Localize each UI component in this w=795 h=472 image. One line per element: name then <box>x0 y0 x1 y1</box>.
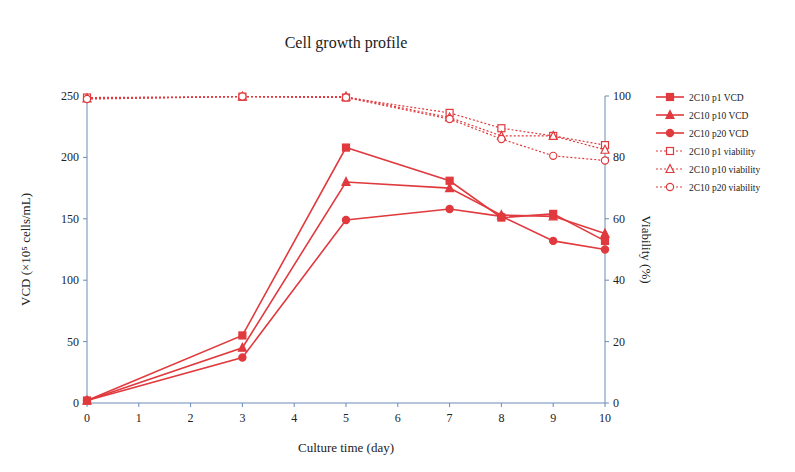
y2-tick-label: 80 <box>613 150 625 164</box>
legend-label: 2C10 p20 VCD <box>689 129 749 139</box>
series-marker <box>83 396 91 404</box>
y2-tick <box>605 280 609 281</box>
x-tick <box>242 403 243 407</box>
y-tick-label: 150 <box>61 212 79 226</box>
y2-tick-label: 20 <box>613 335 625 349</box>
series-marker <box>550 132 557 139</box>
x-tick-label: 8 <box>498 411 504 425</box>
series-marker <box>550 152 557 159</box>
x-tick-label: 9 <box>550 411 556 425</box>
series-marker <box>342 177 350 185</box>
y2-tick-label: 60 <box>613 212 625 226</box>
y-tick-label: 100 <box>61 273 79 287</box>
legend-label: 2C10 p10 VCD <box>689 111 749 121</box>
legend-marker <box>666 111 674 119</box>
series-marker <box>601 145 609 153</box>
series-marker <box>84 397 91 404</box>
x-tick <box>138 403 139 407</box>
series-marker <box>601 157 608 164</box>
series-marker <box>549 212 557 220</box>
legend-marker <box>666 129 673 136</box>
series-line <box>87 182 605 401</box>
y2-tick-label: 0 <box>613 396 619 410</box>
legend: 2C10 p1 VCD 2C10 p10 VCD 2C10 p20 VCD 2C10 … <box>656 93 761 193</box>
legend-marker <box>666 183 673 190</box>
x-tick-label: 10 <box>599 411 611 425</box>
x-tick <box>190 403 191 407</box>
x-tick-label: 3 <box>239 411 245 425</box>
y-axis-label: VCD (×10⁵ cells/mL) <box>18 193 33 306</box>
y2-tick <box>605 341 609 342</box>
series-line <box>87 97 605 150</box>
legend-marker <box>666 165 674 173</box>
series-marker <box>446 205 453 212</box>
y-axis-line <box>87 96 88 403</box>
x-tick-label: 4 <box>291 411 297 425</box>
series-marker <box>343 94 350 101</box>
y-tick <box>83 341 87 342</box>
y-tick <box>83 218 87 219</box>
y-tick-label: 200 <box>61 150 79 164</box>
y-tick <box>83 157 87 158</box>
series-marker <box>239 332 246 339</box>
legend-label: 2C10 p1 VCD <box>689 93 744 103</box>
series-marker <box>83 397 90 404</box>
y2-tick <box>605 403 609 404</box>
series-marker <box>343 144 350 151</box>
series-line <box>87 209 605 401</box>
series-marker <box>83 94 91 102</box>
series-marker <box>498 135 505 142</box>
y-tick-label: 0 <box>73 396 79 410</box>
x-tick-label: 5 <box>343 411 349 425</box>
y-tick-label: 50 <box>67 335 79 349</box>
series-marker <box>239 354 246 361</box>
series-marker <box>549 131 557 139</box>
title: Cell growth profile <box>285 34 408 52</box>
x-axis-label: Culture time (day) <box>298 440 394 455</box>
y-tick <box>83 280 87 281</box>
series-marker <box>238 92 246 100</box>
legend-marker <box>667 148 674 155</box>
x-tick <box>553 403 554 407</box>
x-tick <box>449 403 450 407</box>
x-tick-label: 0 <box>84 411 90 425</box>
y2-tick-label: 40 <box>613 273 625 287</box>
legend-label: 2C10 p10 viability <box>689 165 761 175</box>
x-tick <box>294 403 295 407</box>
x-tick-label: 1 <box>136 411 142 425</box>
y2-axis-label: Viability (%) <box>639 215 654 283</box>
series-marker <box>83 95 90 102</box>
series-marker <box>342 94 349 101</box>
x-tick <box>397 403 398 407</box>
x-tick-label: 2 <box>188 411 194 425</box>
series-marker <box>446 184 454 192</box>
chart: Cell growth profile012345678910050100150… <box>0 0 795 472</box>
x-tick <box>346 403 347 407</box>
plot-area <box>83 92 609 404</box>
series-marker <box>342 216 349 223</box>
series-line <box>87 97 605 161</box>
legend-label: 2C10 p1 viability <box>689 147 756 157</box>
series-marker <box>239 93 246 100</box>
series-marker <box>446 115 453 122</box>
series-marker <box>601 246 608 253</box>
series-line <box>87 97 605 146</box>
series-marker <box>601 229 609 237</box>
x-tick-label: 6 <box>395 411 401 425</box>
x-tick-label: 7 <box>447 411 453 425</box>
y2-tick-label: 100 <box>613 89 631 103</box>
series-marker <box>238 343 246 351</box>
series-line <box>87 148 605 401</box>
x-tick <box>501 403 502 407</box>
y2-tick <box>605 218 609 219</box>
x-tick <box>605 403 606 407</box>
series-marker <box>550 237 557 244</box>
series-marker <box>602 237 609 244</box>
y2-tick <box>605 96 609 97</box>
series-marker <box>239 93 246 100</box>
legend-label: 2C10 p20 viability <box>689 183 761 193</box>
legend-marker <box>667 94 674 101</box>
series-marker <box>498 213 505 220</box>
y-tick-label: 250 <box>61 89 79 103</box>
